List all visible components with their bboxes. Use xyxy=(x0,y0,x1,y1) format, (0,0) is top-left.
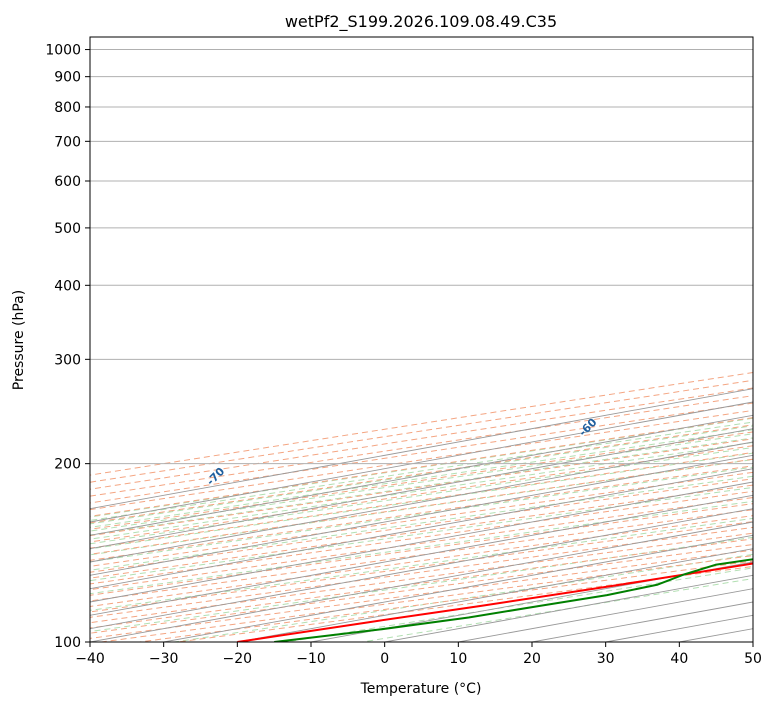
y-tick-label: 300 xyxy=(54,352,81,368)
isotherm xyxy=(90,441,753,563)
x-tick-label: 40 xyxy=(670,651,688,667)
dry-adiabat xyxy=(90,379,753,483)
isotherm xyxy=(90,508,753,630)
x-axis-label: Temperature (°C) xyxy=(360,681,482,697)
y-tick-label: 1000 xyxy=(45,43,81,59)
x-tick-label: −40 xyxy=(75,651,105,667)
y-tick-label: 100 xyxy=(54,635,81,651)
isotherm xyxy=(90,428,753,550)
y-tick-label: 200 xyxy=(54,457,81,473)
y-tick-label: 900 xyxy=(54,70,81,86)
isotherm xyxy=(90,468,753,590)
isotherm xyxy=(90,494,753,616)
plot-frame xyxy=(89,36,754,643)
x-tick-label: −30 xyxy=(149,651,179,667)
axis-ticks: −40 −30 −20 −10 0 10 20 30 40 50 1000 900 800 700 600 5… xyxy=(45,43,762,667)
y-tick-label: 800 xyxy=(54,100,81,116)
x-tick-label: 20 xyxy=(523,651,541,667)
x-tick-label: 30 xyxy=(597,651,615,667)
isotherm xyxy=(90,454,753,576)
x-tick-label: 50 xyxy=(744,651,762,667)
background-lines xyxy=(90,49,753,642)
y-tick-label: 500 xyxy=(54,221,81,237)
y-tick-label: 400 xyxy=(54,278,81,294)
x-tick-label: 10 xyxy=(449,651,467,667)
isotherm xyxy=(163,534,753,642)
dry-adiabat xyxy=(90,395,753,497)
x-tick-label: −10 xyxy=(296,651,326,667)
x-tick-label: −20 xyxy=(223,651,253,667)
y-axis-label: Pressure (hPa) xyxy=(11,290,27,390)
isotherm xyxy=(90,521,753,642)
chart-title: wetPf2_S199.2026.109.08.49.C35 xyxy=(285,12,557,32)
y-tick-label: 600 xyxy=(54,174,81,190)
y-tick-label: 700 xyxy=(54,134,81,150)
x-tick-label: 0 xyxy=(380,651,389,667)
isotherm xyxy=(90,481,753,603)
